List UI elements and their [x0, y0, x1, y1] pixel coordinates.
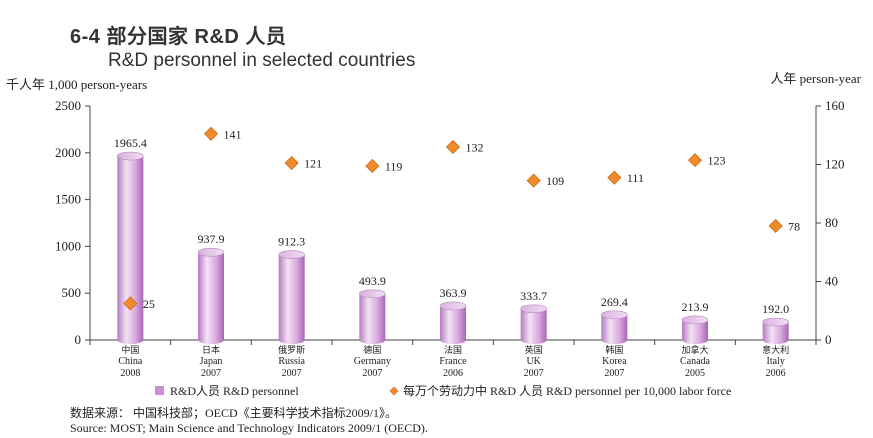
x-tick-label: Germany [354, 356, 391, 367]
bar-top [117, 151, 144, 161]
bar [601, 314, 628, 344]
bar-value-label: 363.9 [440, 286, 467, 300]
x-tick-label: Korea [602, 356, 627, 367]
left-tick-label: 2500 [55, 98, 81, 113]
bar-value-label: 269.4 [601, 295, 628, 309]
diamond-value-label: 121 [304, 157, 322, 171]
diamonds-group: 25 141 121 119 132 109 111 123 78 [123, 126, 800, 311]
legend-label-bar: R&D人员 R&D personnel [170, 384, 299, 398]
x-tick-label: France [439, 356, 467, 367]
right-tick-label: 160 [825, 98, 845, 113]
bar [278, 254, 305, 344]
x-tick-label-zh: 日本 [202, 344, 220, 355]
bar-top [681, 315, 709, 325]
diamond-marker [607, 170, 622, 185]
x-tick-label-zh: 法国 [444, 344, 462, 355]
bar-top [601, 310, 628, 320]
x-tick-year: 2007 [282, 368, 302, 379]
diamond-marker [445, 139, 461, 155]
x-tick-label-zh: 英国 [525, 344, 543, 355]
x-tick-label-zh: 意大利 [762, 344, 789, 355]
bar-value-label: 493.9 [359, 274, 386, 288]
right-tick-label: 80 [825, 215, 838, 230]
diamond-marker [123, 296, 138, 311]
diamond-value-label: 25 [143, 297, 155, 311]
x-tick-label: Canada [680, 356, 711, 367]
right-axis-unit: 人年 person-year [770, 71, 861, 86]
bar [198, 252, 224, 344]
bar-value-label: 937.9 [198, 232, 225, 246]
bar [117, 156, 144, 344]
left-axis-unit: 千人年 1,000 person-years [6, 77, 148, 92]
right-tick-label: 40 [825, 274, 838, 289]
x-tick-year: 2006 [443, 368, 463, 379]
diamond-marker [365, 158, 380, 174]
right-tick-label: 0 [825, 332, 832, 347]
diamond-marker [203, 126, 219, 141]
x-tick-label-zh: 俄罗斯 [278, 344, 305, 355]
x-tick-year: 2007 [201, 368, 221, 379]
source-note-zh: 数据来源： 中国科技部；OECD《主要科学技术指标2009/1》。 [70, 406, 398, 420]
x-tick-label: Italy [767, 356, 785, 367]
bar-top [359, 289, 386, 299]
bar [440, 305, 466, 344]
left-tick-label: 2000 [55, 145, 81, 160]
diamond-value-label: 119 [385, 159, 403, 173]
diamond-marker [687, 153, 703, 168]
bar-value-label: 213.9 [682, 300, 709, 314]
bars-group [117, 151, 789, 344]
x-tick-label-zh: 中国 [121, 344, 139, 355]
x-tick-year: 2007 [524, 368, 544, 379]
diamond-value-label: 141 [224, 127, 242, 141]
bar-top [439, 301, 467, 311]
diamond-marker [768, 218, 783, 233]
x-tick-label-zh: 德国 [363, 344, 381, 355]
diamond-value-label: 78 [788, 219, 800, 233]
bar-top [278, 250, 305, 259]
right-tick-label: 120 [825, 157, 845, 172]
axes: 0500100015002000250004080120160中国China20… [55, 98, 845, 379]
bar [359, 293, 386, 344]
chart-title-zh: 6-4 部分国家 R&D 人员 [70, 26, 287, 48]
legend: R&D人员 R&D personnel 每万个劳动力中 R&D 人员 R&D pe… [155, 383, 731, 398]
x-tick-label-zh: 韩国 [605, 344, 623, 355]
diamond-value-label: 111 [627, 171, 644, 185]
bar-value-label: 333.7 [520, 289, 547, 303]
left-tick-label: 0 [75, 332, 82, 347]
bar-value-label: 1965.4 [114, 136, 147, 150]
bar [520, 308, 547, 344]
bar-top [197, 247, 225, 257]
x-tick-year: 2007 [604, 368, 624, 379]
bar-value-label: 192.0 [762, 302, 789, 316]
chart-title-en: R&D personnel in selected countries [108, 50, 416, 71]
diamond-value-label: 123 [708, 154, 726, 168]
diamond-value-label: 132 [466, 140, 484, 154]
legend-swatch-bar [155, 386, 164, 395]
diamond-marker [284, 155, 299, 171]
legend-swatch-diamond [389, 386, 399, 396]
bar-top [762, 317, 789, 327]
source-note-en: Source: MOST; Main Science and Technolog… [70, 421, 428, 435]
diamond-marker [526, 173, 541, 188]
left-tick-label: 1000 [55, 238, 81, 253]
x-tick-year: 2007 [362, 368, 382, 379]
left-tick-label: 1500 [55, 192, 81, 207]
x-tick-year: 2008 [120, 368, 140, 379]
bar [762, 322, 789, 344]
x-tick-label: Russia [278, 356, 305, 367]
bar-value-label: 912.3 [278, 235, 305, 249]
x-tick-year: 2006 [766, 368, 786, 379]
bar-top [520, 304, 547, 314]
left-tick-label: 500 [62, 285, 82, 300]
x-tick-label-zh: 加拿大 [681, 344, 708, 355]
x-tick-year: 2005 [685, 368, 705, 379]
x-tick-label: Japan [200, 356, 223, 367]
bar [682, 319, 708, 344]
x-tick-label: UK [526, 356, 541, 367]
labels-group: 1965.4 937.9 912.3 493.9 363.9 333.7 269.4 213.… [114, 136, 789, 316]
legend-label-diamond: 每万个劳动力中 R&D 人员 R&D personnel per 10,000 … [403, 383, 731, 398]
diamond-value-label: 109 [546, 174, 564, 188]
x-tick-label: China [118, 356, 142, 367]
